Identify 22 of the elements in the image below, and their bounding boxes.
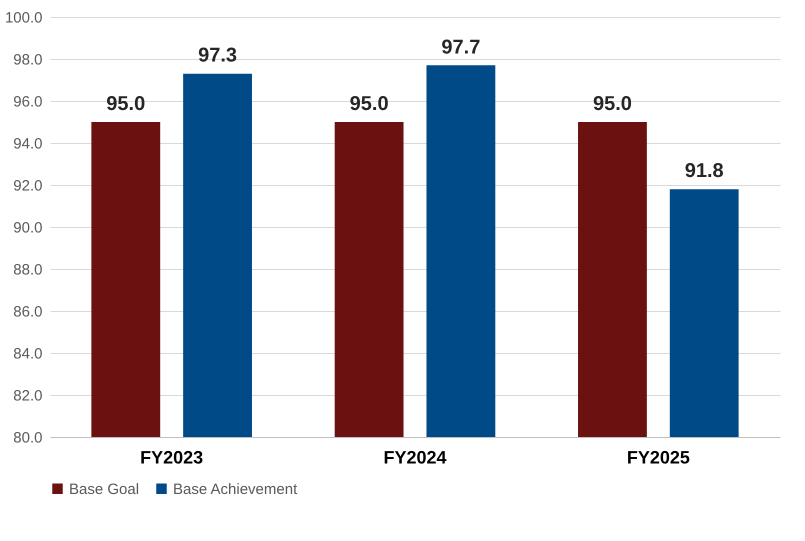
y-tick-label: 100.0 <box>4 10 42 26</box>
data-label: 97.3 <box>198 44 238 67</box>
x-tick-label: FY2025 <box>626 448 690 468</box>
y-tick-label: 86.0 <box>13 304 42 320</box>
y-tick-label: 90.0 <box>13 220 42 236</box>
y-tick-label: 82.0 <box>13 388 42 404</box>
legend-label: Base Goal <box>69 480 140 498</box>
x-tick-label: FY2024 <box>383 448 447 468</box>
data-label: 91.8 <box>684 160 724 182</box>
y-tick-label: 88.0 <box>13 262 42 278</box>
y-tick-label: 92.0 <box>13 178 42 194</box>
data-label: 95.0 <box>592 93 632 115</box>
data-label: 95.0 <box>106 93 146 115</box>
y-tick-label: 84.0 <box>13 346 42 362</box>
x-tick-label: FY2023 <box>140 448 204 468</box>
y-tick-label: 94.0 <box>13 136 42 152</box>
y-tick-label: 98.0 <box>13 52 42 68</box>
y-tick-label: 80.0 <box>13 430 42 446</box>
y-tick-label: 96.0 <box>13 94 42 110</box>
data-label: 95.0 <box>350 93 389 115</box>
legend-label: Base Achievement <box>173 480 298 498</box>
data-label: 97.7 <box>441 36 480 58</box>
